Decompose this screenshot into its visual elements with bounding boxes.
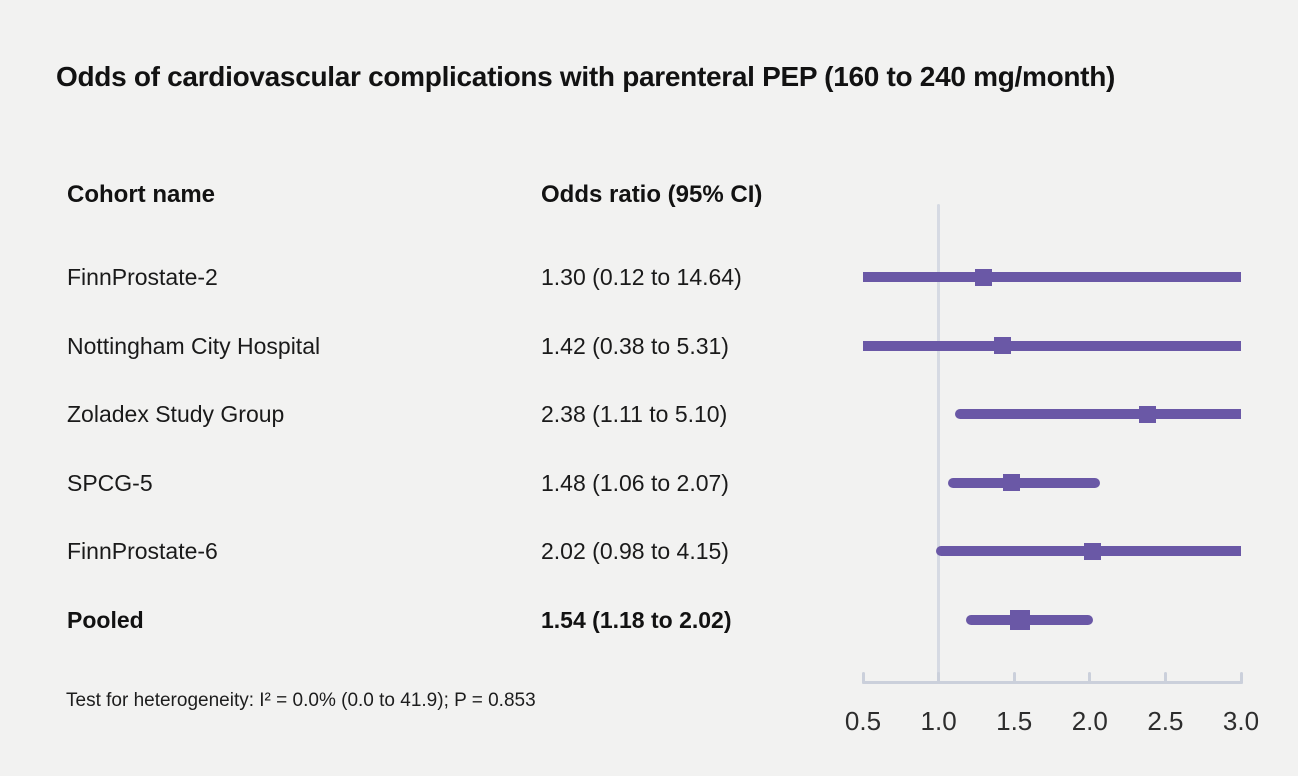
odds-ratio-ci: 1.48 (1.06 to 2.07) [541, 469, 729, 496]
x-axis-tick [1163, 672, 1167, 684]
x-axis-tick-label: 3.0 [1222, 706, 1260, 736]
odds-ratio-ci: 1.42 (0.38 to 5.31) [541, 332, 729, 359]
ci-line [863, 340, 1241, 351]
x-axis-tick [937, 672, 941, 684]
cohort-name: SPCG-5 [67, 469, 153, 496]
point-estimate-marker [993, 337, 1011, 354]
cohort-name: Pooled [67, 606, 144, 633]
heterogeneity-footnote: Test for heterogeneity: I² = 0.0% (0.0 t… [66, 690, 536, 711]
table-row: Nottingham City Hospital 1.42 (0.38 to 5… [0, 329, 860, 363]
table-row-pooled: Pooled 1.54 (1.18 to 2.02) [0, 603, 860, 637]
table-row: Zoladex Study Group 2.38 (1.11 to 5.10) [0, 397, 860, 431]
ci-line [955, 409, 1241, 419]
x-axis-tick-label: 2.0 [1071, 706, 1108, 736]
cohort-name: FinnProstate-2 [67, 264, 218, 290]
column-headers: Cohort name Odds ratio (95% CI) [0, 178, 860, 212]
x-axis-tick [861, 672, 865, 684]
table-row: SPCG-5 1.48 (1.06 to 2.07) [0, 466, 860, 500]
x-axis-tick-label: 0.5 [844, 706, 882, 736]
reference-line [937, 204, 941, 684]
pooled-estimate-marker [1010, 609, 1031, 630]
odds-ratio-ci: 1.30 (0.12 to 14.64) [541, 264, 742, 290]
ci-line [863, 272, 1241, 282]
x-axis-tick [1239, 672, 1243, 684]
odds-ratio-ci: 1.54 (1.18 to 2.02) [541, 606, 732, 633]
cohort-name-column-header: Cohort name [67, 181, 216, 208]
point-estimate-marker [975, 268, 993, 286]
table-row: FinnProstate-2 1.30 (0.12 to 14.64) [0, 260, 860, 294]
x-axis-tick [1012, 672, 1016, 684]
x-axis-line [861, 681, 1243, 684]
odds-ratio-ci: 2.38 (1.11 to 5.10) [541, 401, 728, 427]
point-estimate-marker [1002, 474, 1020, 491]
chart-title: Odds of cardiovascular complications wit… [56, 61, 1116, 92]
table-row: FinnProstate-6 2.02 (0.98 to 4.15) [0, 534, 860, 568]
cohort-name: Zoladex Study Group [67, 401, 285, 427]
x-axis-tick-label: 1.0 [920, 706, 957, 736]
odds-ratio-ci: 2.02 (0.98 to 4.15) [541, 538, 729, 564]
x-axis-tick-label: 2.5 [1147, 706, 1184, 736]
odds-ratio-column-header: Odds ratio (95% CI) [541, 181, 763, 208]
point-estimate-marker [1084, 542, 1102, 560]
point-estimate-marker [1138, 405, 1156, 423]
cohort-name: Nottingham City Hospital [67, 332, 321, 359]
ci-line [947, 477, 1101, 488]
x-axis-tick [1088, 672, 1092, 684]
cohort-name: FinnProstate-6 [67, 538, 218, 564]
x-axis-tick-label: 1.5 [996, 706, 1033, 736]
